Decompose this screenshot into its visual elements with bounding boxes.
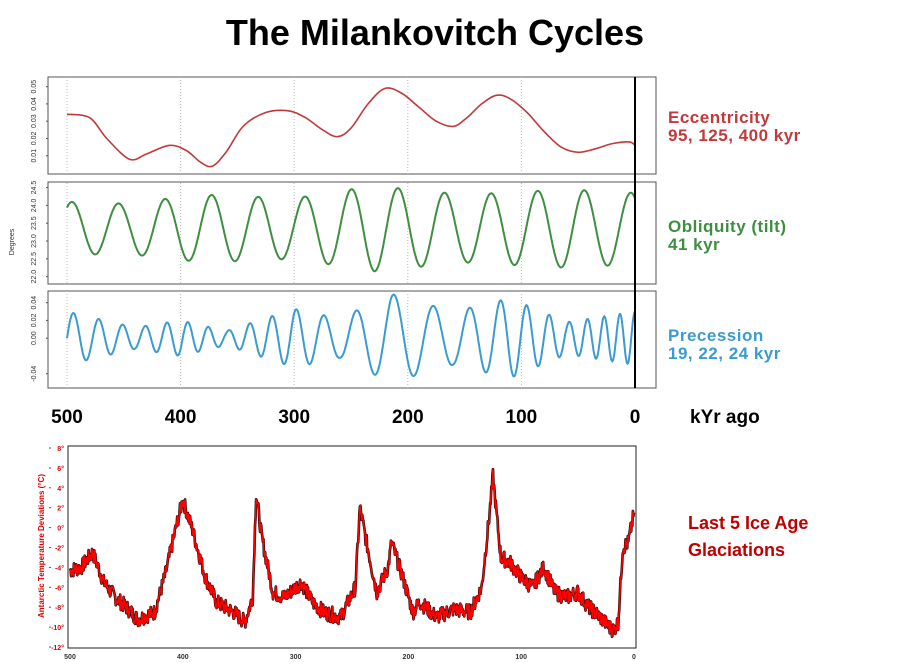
precession-label-line1: Precession [668, 326, 764, 345]
y-tick-label: -4° [55, 564, 64, 572]
temperature-panel-frame [67, 445, 637, 649]
series-lines [66, 87, 636, 639]
y-tick-label: 8° [57, 445, 64, 453]
y-tick-label: -12° [51, 644, 64, 652]
y-tick-label: -6° [55, 584, 64, 592]
y-tick-label: 0.04 [31, 97, 38, 111]
y-tick-label: 23.5 [31, 216, 38, 230]
y-tick-label: 0.04 [31, 296, 38, 310]
temperature-label-line1: Last 5 Ice Age [688, 513, 808, 533]
y-tick-label: 0.00 [31, 331, 38, 345]
y-tick-label: 24.0 [31, 198, 38, 212]
temperature-x-tick-label: 100 [515, 654, 527, 661]
obliquity-label-line1: Obliquity (tilt) [668, 217, 786, 236]
y-tick-label: 0.03 [31, 114, 38, 128]
y-tick-label: 22.5 [31, 252, 38, 266]
temperature-x-tick-label: 400 [177, 654, 189, 661]
y-tick-label: -10° [51, 624, 64, 632]
y-tick-label: -2° [55, 545, 64, 553]
temperature-x-tick-label: 200 [403, 654, 415, 661]
y-tick-label: -0.04 [31, 366, 38, 382]
tick-labels: 500 400 300 200 100 0 500 400 300 200 100 0 0.01 0.02… [31, 80, 640, 661]
temperature-line [69, 468, 635, 638]
y-tick-label: 0.05 [31, 80, 38, 94]
x-tick-label: 500 [51, 407, 83, 428]
precession-label-line2: 19, 22, 24 kyr [668, 344, 781, 363]
temperature-label-line2: Glaciations [688, 540, 785, 560]
eccentricity-panel-frame [47, 76, 657, 175]
obliquity-panel-frame [47, 181, 657, 285]
eccentricity-label-line2: 95, 125, 400 kyr [668, 126, 801, 145]
y-tick-label: 24.5 [31, 181, 38, 195]
obliquity-label-line2: 41 kyr [668, 235, 720, 254]
y-tick-label: 0.01 [31, 149, 38, 163]
temperature-ylabel: Antarctic Temperature Deviations (°C) [37, 474, 46, 618]
obliquity-line [66, 187, 636, 273]
chart-title: The Milankovitch Cycles [225, 12, 645, 53]
obliquity-ylabel: Degrees [9, 228, 16, 255]
temperature-x-tick-label: 0 [632, 654, 636, 661]
temperature-x-tick-label: 300 [290, 654, 302, 661]
temperature-x-tick-label: 500 [64, 654, 76, 661]
y-tick-label: 6° [57, 465, 64, 473]
y-tick-label: 0.02 [31, 132, 38, 146]
y-tick-label: 23.0 [31, 234, 38, 248]
x-tick-label: 400 [165, 407, 197, 428]
eccentricity-line [66, 87, 636, 168]
x-tick-label: 200 [392, 407, 424, 428]
y-tick-label: 22.0 [31, 270, 38, 284]
y-tick-label: -8° [55, 604, 64, 612]
x-tick-label: 300 [278, 407, 310, 428]
x-tick-label: 0 [630, 407, 641, 428]
eccentricity-label-line1: Eccentricity [668, 108, 770, 127]
x-unit-label: kYr ago [690, 407, 760, 428]
y-tick-label: 2° [57, 505, 64, 513]
precession-panel-frame [47, 290, 657, 389]
x-tick-label: 100 [506, 407, 538, 428]
y-tick-label: 4° [57, 485, 64, 493]
y-tick-label: 0.02 [31, 313, 38, 327]
y-tick-label: 0° [57, 525, 64, 533]
precession-line [66, 293, 636, 378]
gridlines [66, 77, 522, 388]
